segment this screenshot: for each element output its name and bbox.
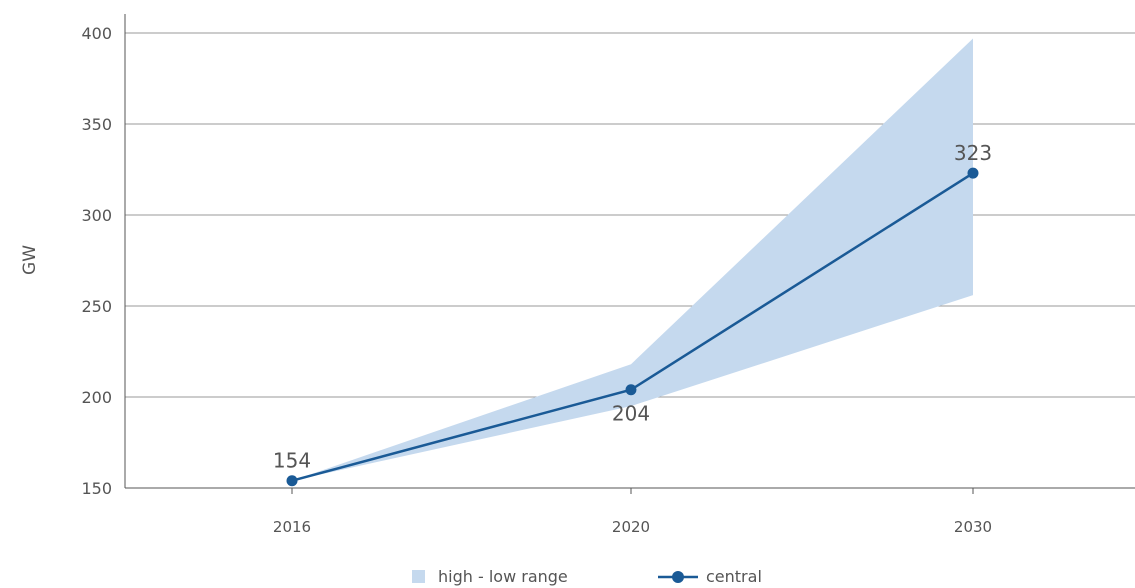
y-tick-label-350: 350 <box>81 115 112 134</box>
legend: high - low range central <box>412 567 762 586</box>
series-layer <box>286 167 979 487</box>
data-label-2020: 204 <box>612 402 650 426</box>
data-label-2016: 154 <box>273 449 311 473</box>
data-label-2030: 323 <box>954 141 992 165</box>
axes <box>124 14 1135 489</box>
legend-label-central: central <box>706 567 762 586</box>
legend-label-range: high - low range <box>438 567 568 586</box>
y-axis-title: GW <box>20 245 40 275</box>
y-tick-label-250: 250 <box>81 297 112 316</box>
legend-swatch-range <box>412 570 425 583</box>
y-tick-labels: 150 200 250 300 350 400 <box>81 24 112 498</box>
data-point-2020 <box>625 384 637 396</box>
grid-lines <box>125 32 1135 398</box>
data-labels: 154 204 323 <box>273 141 992 473</box>
x-tick-label-2030: 2030 <box>954 518 992 536</box>
data-point-2016 <box>286 475 298 487</box>
y-tick-label-200: 200 <box>81 388 112 407</box>
x-tick-label-2020: 2020 <box>612 518 650 536</box>
y-tick-label-300: 300 <box>81 206 112 225</box>
x-tick-labels: 2016 2020 2030 <box>273 488 992 536</box>
data-point-2030 <box>967 167 979 179</box>
y-tick-label-400: 400 <box>81 24 112 43</box>
legend-swatch-central-marker <box>672 571 684 583</box>
y-tick-label-150: 150 <box>81 479 112 498</box>
x-tick-label-2016: 2016 <box>273 518 311 536</box>
